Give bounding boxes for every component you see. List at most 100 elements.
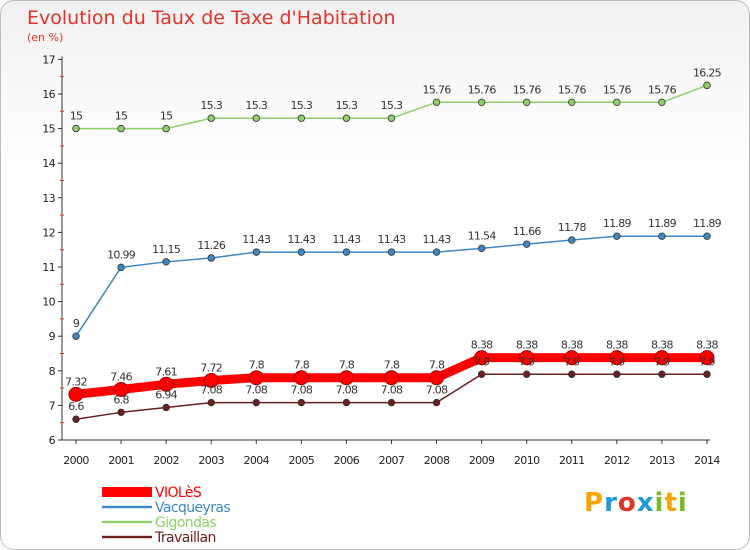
data-label: 7.08 bbox=[245, 384, 267, 397]
x-tick-label: 2001 bbox=[108, 454, 134, 467]
data-label: 15.76 bbox=[468, 83, 497, 96]
data-label: 15.76 bbox=[558, 83, 587, 96]
data-label: 8.38 bbox=[516, 339, 538, 352]
series-1 bbox=[72, 232, 711, 340]
data-point bbox=[207, 254, 215, 262]
data-label: 15.3 bbox=[200, 99, 222, 112]
data-label: 15 bbox=[115, 110, 128, 123]
data-label: 10.99 bbox=[107, 248, 136, 261]
data-label: 11.89 bbox=[648, 217, 677, 230]
legend-label: Travaillan bbox=[154, 530, 216, 546]
y-tick-label: 8 bbox=[49, 365, 56, 378]
data-label: 11.66 bbox=[513, 225, 542, 238]
logo-letter: t bbox=[664, 488, 678, 518]
data-point bbox=[203, 372, 219, 388]
y-tick-label: 15 bbox=[42, 123, 55, 136]
data-label: 15.76 bbox=[423, 83, 452, 96]
legend-swatch bbox=[102, 505, 152, 509]
data-label: 15.3 bbox=[381, 99, 403, 112]
data-point bbox=[248, 370, 264, 386]
data-point bbox=[297, 398, 306, 407]
y-tick-label: 13 bbox=[42, 192, 55, 205]
proxiti-logo: Proxiti bbox=[584, 488, 688, 518]
data-point bbox=[117, 408, 125, 417]
data-point bbox=[523, 240, 531, 248]
legend-swatch bbox=[102, 520, 152, 524]
data-point bbox=[252, 398, 260, 407]
data-point bbox=[342, 248, 351, 256]
data-label: 11.15 bbox=[152, 243, 181, 256]
legend-label: VIOLèS bbox=[155, 485, 202, 501]
chart-title: Evolution du Taux de Taxe d'Habitation bbox=[27, 7, 396, 29]
data-label: 11.78 bbox=[558, 221, 587, 234]
y-tick-label: 12 bbox=[42, 226, 55, 239]
data-label: 7.32 bbox=[65, 375, 87, 388]
data-label: 15 bbox=[160, 110, 173, 123]
x-tick-label: 2000 bbox=[63, 454, 89, 467]
data-label: 8.38 bbox=[696, 339, 718, 352]
data-label: 7.8 bbox=[429, 359, 445, 372]
data-label: 15.3 bbox=[290, 99, 312, 112]
data-point bbox=[609, 350, 625, 366]
data-label: 16.25 bbox=[693, 66, 722, 79]
data-label: 11.43 bbox=[242, 233, 271, 246]
x-tick-label: 2011 bbox=[559, 454, 585, 467]
data-point bbox=[117, 263, 125, 272]
chart-unit: (en %) bbox=[27, 31, 64, 44]
x-tick-label: 2009 bbox=[469, 454, 495, 467]
data-point bbox=[342, 114, 351, 122]
data-point bbox=[658, 232, 666, 240]
data-label: 11.89 bbox=[693, 217, 722, 230]
data-point bbox=[474, 350, 490, 366]
data-label: 15.76 bbox=[603, 83, 632, 96]
data-point bbox=[387, 114, 396, 122]
x-tick-label: 2013 bbox=[649, 454, 675, 467]
data-point bbox=[113, 381, 129, 397]
legend-label: Gigondas bbox=[155, 515, 216, 531]
data-label: 11.43 bbox=[423, 233, 452, 246]
data-point bbox=[432, 398, 441, 407]
data-label: 7.72 bbox=[200, 361, 222, 374]
data-label: 15.3 bbox=[245, 99, 267, 112]
data-point bbox=[207, 114, 215, 122]
data-label: 7.8 bbox=[339, 359, 355, 372]
logo-letter: i bbox=[677, 488, 688, 518]
y-tick-label: 16 bbox=[42, 88, 55, 101]
data-point bbox=[477, 244, 486, 253]
data-label: 11.89 bbox=[603, 217, 632, 230]
data-point bbox=[432, 98, 441, 107]
data-label: 8.38 bbox=[606, 339, 628, 352]
x-tick-label: 2014 bbox=[694, 454, 720, 467]
x-tick-label: 2010 bbox=[514, 454, 540, 467]
legend-label: Vacqueyras bbox=[155, 500, 230, 516]
data-point bbox=[162, 403, 170, 412]
y-tick-label: 11 bbox=[42, 261, 55, 274]
data-point bbox=[568, 98, 576, 107]
data-point bbox=[613, 232, 621, 240]
data-point bbox=[293, 370, 309, 386]
data-label: 7.08 bbox=[381, 384, 403, 397]
data-point bbox=[387, 398, 396, 407]
data-labels-layer: 7.32 7.46 7.61 7.72 7.8 7.8 7.8 7.8 7.8 8.38 8.38 8… bbox=[65, 66, 722, 413]
legend-swatch bbox=[102, 487, 152, 497]
data-point bbox=[658, 370, 666, 378]
data-label: 7.9 bbox=[474, 355, 490, 368]
x-tick-label: 2003 bbox=[198, 454, 224, 467]
data-label: 6.94 bbox=[155, 388, 177, 401]
data-label: 7.8 bbox=[384, 359, 400, 372]
data-label: 7.8 bbox=[249, 359, 265, 372]
data-point bbox=[297, 248, 306, 256]
data-label: 11.43 bbox=[377, 233, 406, 246]
data-point bbox=[162, 124, 170, 133]
data-label: 7.9 bbox=[654, 355, 670, 368]
series-0 bbox=[68, 350, 715, 402]
data-point bbox=[477, 370, 486, 378]
x-tick-label: 2006 bbox=[334, 454, 360, 467]
data-label: 7.9 bbox=[564, 355, 580, 368]
data-point bbox=[342, 398, 351, 407]
series-3 bbox=[72, 370, 711, 423]
data-label: 7.46 bbox=[110, 370, 132, 383]
data-point bbox=[523, 370, 531, 378]
